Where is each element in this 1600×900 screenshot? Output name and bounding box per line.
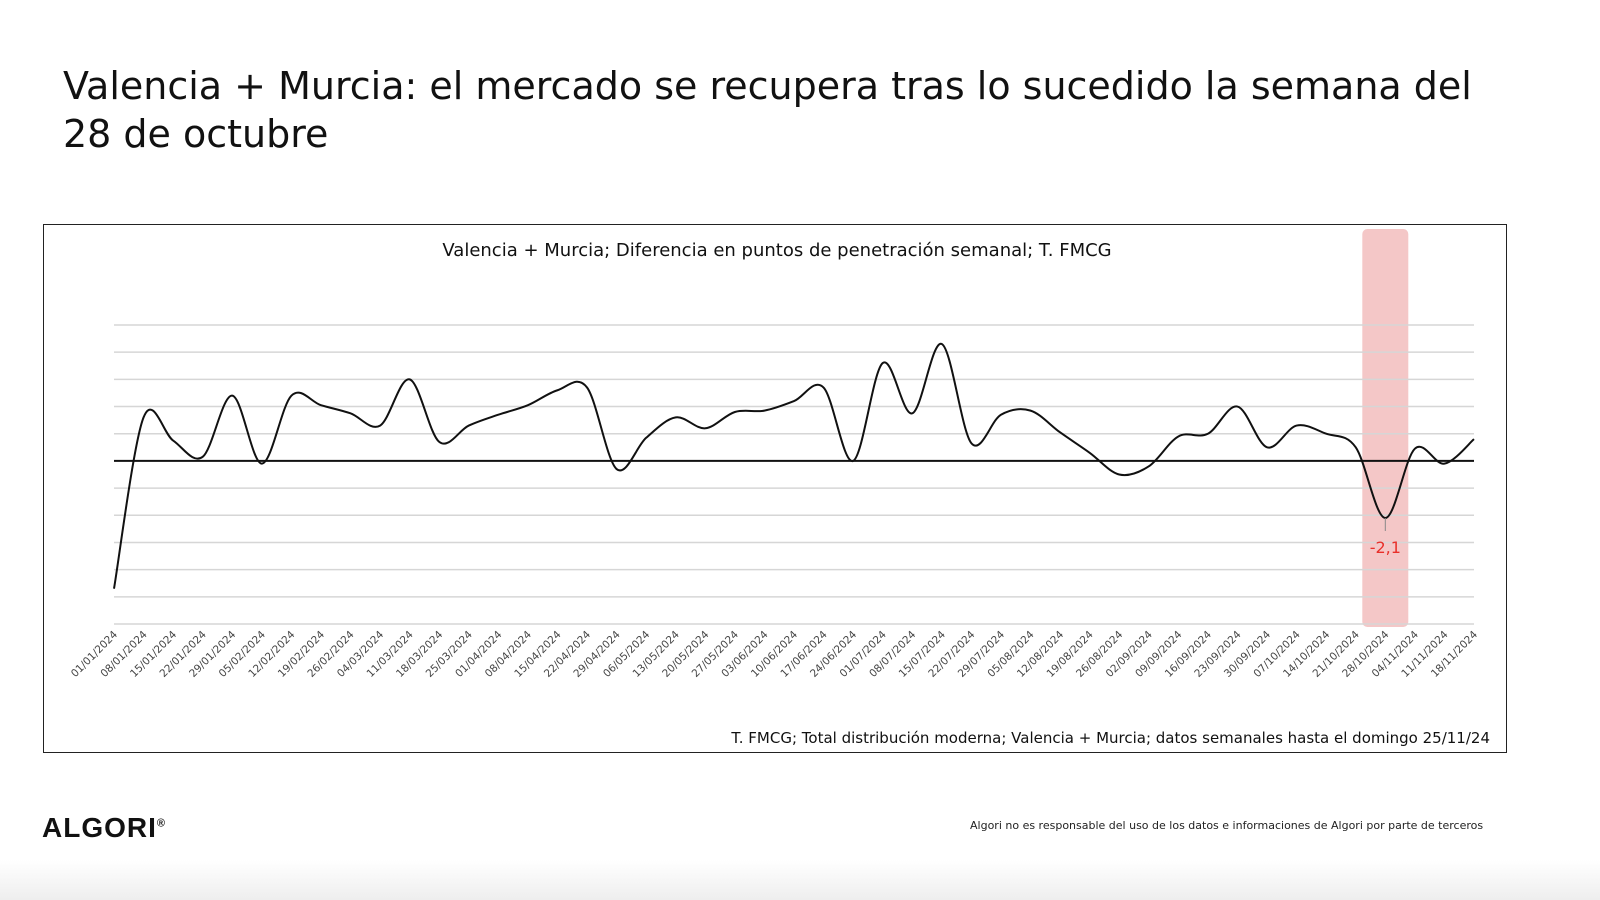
- data-point: [644, 436, 648, 440]
- data-point: [1235, 405, 1239, 409]
- data-point: [496, 413, 500, 417]
- data-point: [1472, 437, 1476, 441]
- data-point: [1413, 447, 1417, 451]
- bottom-fade: [0, 860, 1600, 900]
- data-label: -2,1: [1370, 538, 1401, 557]
- data-point: [1176, 434, 1180, 438]
- logo-text: ALGORI: [42, 812, 157, 843]
- data-point: [408, 377, 412, 381]
- data-point: [703, 426, 707, 430]
- chart-source-note: T. FMCG; Total distribución moderna; Val…: [730, 729, 1490, 747]
- slide-title: Valencia + Murcia: el mercado se recuper…: [63, 64, 1472, 156]
- data-point: [289, 394, 293, 398]
- data-point: [1088, 451, 1092, 455]
- line-chart: Valencia + Murcia; Diferencia en puntos …: [69, 229, 1490, 747]
- data-point: [467, 424, 471, 428]
- data-point: [851, 459, 855, 463]
- data-point: [1442, 462, 1446, 466]
- data-point: [378, 424, 382, 428]
- data-point: [1206, 432, 1210, 436]
- data-point: [230, 394, 234, 398]
- data-point: [1058, 430, 1062, 434]
- data-point: [1295, 424, 1299, 428]
- data-point: [674, 415, 678, 419]
- data-point: [437, 440, 441, 444]
- data-point: [112, 587, 116, 591]
- data-point: [969, 441, 973, 445]
- data-point: [1265, 445, 1269, 449]
- data-point: [349, 411, 353, 415]
- data-point: [526, 403, 530, 407]
- data-point: [1029, 409, 1033, 413]
- series-line: [113, 343, 1475, 589]
- data-point: [792, 399, 796, 403]
- data-point: [762, 409, 766, 413]
- algori-logo: ALGORI®: [42, 812, 166, 844]
- data-point: [615, 467, 619, 471]
- data-point: [1324, 432, 1328, 436]
- data-point: [585, 386, 589, 390]
- data-point: [1147, 464, 1151, 468]
- logo-mark: ®: [156, 817, 166, 830]
- data-point: [940, 342, 944, 346]
- data-point: [260, 462, 264, 466]
- chart-title: Valencia + Murcia; Diferencia en puntos …: [442, 240, 1111, 261]
- data-point: [201, 455, 205, 459]
- data-point: [171, 439, 175, 443]
- chart-frame: Valencia + Murcia; Diferencia en puntos …: [43, 224, 1507, 753]
- data-point: [910, 411, 914, 415]
- data-point: [733, 410, 737, 414]
- data-point: [822, 386, 826, 390]
- data-point: [881, 361, 885, 365]
- data-point: [999, 413, 1003, 417]
- data-point: [142, 415, 146, 419]
- data-point: [555, 388, 559, 392]
- highlight-band: [1362, 229, 1409, 627]
- data-point: [1354, 445, 1358, 449]
- data-point: [319, 403, 323, 407]
- disclaimer: Algori no es responsable del uso de los …: [970, 819, 1484, 832]
- data-point: [1117, 473, 1121, 477]
